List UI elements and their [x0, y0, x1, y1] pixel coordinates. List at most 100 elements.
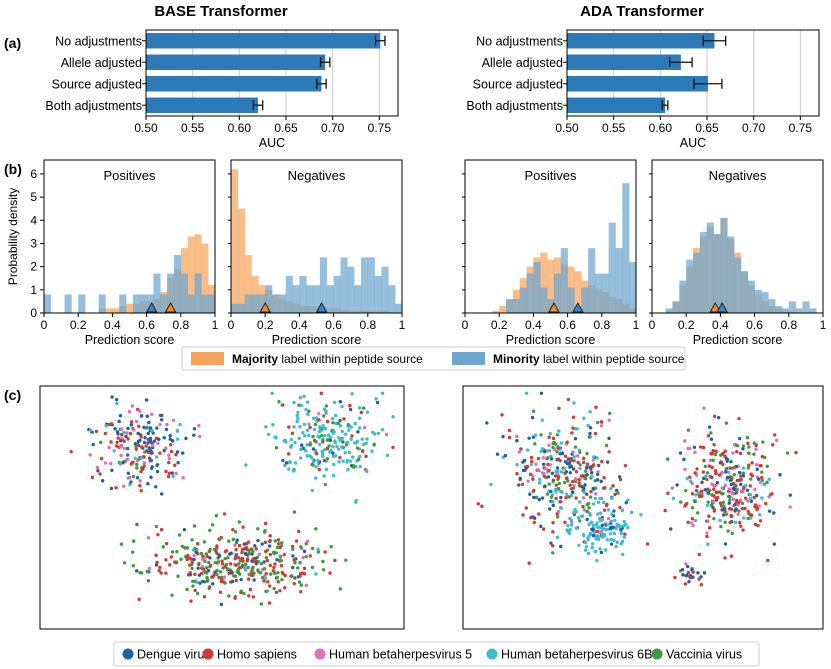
- minority-bin: [354, 285, 362, 313]
- scatter-point: [607, 418, 611, 422]
- scatter-point: [362, 426, 367, 430]
- scatter-point: [741, 489, 745, 494]
- scatter-point: [741, 471, 745, 475]
- scatter-point: [235, 538, 239, 542]
- scatter-point: [595, 529, 599, 534]
- scatter-point: [331, 420, 335, 425]
- scatter-point: [593, 431, 598, 436]
- minority-bin: [608, 222, 616, 313]
- scatter-point: [140, 466, 144, 471]
- scatter-point: [234, 553, 239, 557]
- y-axis-label: Probability density: [6, 188, 20, 285]
- scatter-point: [615, 540, 619, 544]
- scatter-point: [766, 558, 770, 563]
- scatter-point: [326, 437, 330, 442]
- scatter-point: [720, 486, 724, 490]
- scatter-point: [272, 586, 276, 591]
- scatter-point: [135, 476, 140, 480]
- scatter-point: [577, 519, 582, 523]
- scatter-point: [222, 512, 227, 516]
- scatter-point: [555, 466, 560, 470]
- scatter-point: [555, 450, 559, 454]
- scatter-point: [380, 428, 385, 432]
- scatter-point: [96, 469, 100, 473]
- scatter-point: [578, 463, 582, 467]
- scatter-point: [549, 457, 554, 461]
- scatter-point: [702, 406, 706, 410]
- scatter-point: [176, 574, 180, 578]
- scatter-point: [139, 435, 143, 439]
- scatter-point: [314, 416, 319, 420]
- scatter-point: [712, 516, 716, 521]
- scatter-point: [605, 460, 610, 464]
- minority-bin: [146, 294, 154, 313]
- scatter-point: [146, 441, 150, 445]
- scatter-point: [184, 436, 188, 441]
- scatter-point: [365, 410, 370, 414]
- scatter-point: [312, 438, 317, 443]
- scatter-point: [118, 462, 123, 466]
- scatter-point: [596, 512, 600, 516]
- scatter-point: [545, 456, 550, 460]
- scatter-point: [588, 435, 592, 439]
- scatter-point: [231, 574, 236, 578]
- scatter-point: [623, 463, 628, 468]
- scatter-point: [615, 525, 619, 529]
- scatter-point: [215, 572, 219, 577]
- x-axis-label: Prediction score: [693, 333, 783, 347]
- scatter-point: [279, 564, 284, 568]
- scatter-point: [223, 556, 227, 561]
- scatter-point: [537, 512, 541, 516]
- scatter-point: [542, 474, 546, 478]
- scatter-point: [601, 527, 605, 531]
- chart-b-base-positives-histogram: Positives 0 0.2 0.4 0.6 0.8 1 Prediction score 0…: [6, 159, 219, 347]
- scatter-point: [564, 476, 569, 481]
- minority-bin: [231, 303, 239, 313]
- scatter-point: [527, 561, 531, 565]
- panel-letter-c: (c): [4, 387, 21, 403]
- minority-bin: [194, 273, 202, 313]
- scatter-point: [275, 545, 280, 550]
- scatter-point: [144, 444, 148, 448]
- scatter-point: [750, 461, 754, 465]
- scatter-point: [314, 451, 318, 455]
- minority-bin: [622, 183, 630, 313]
- bar: [567, 76, 708, 92]
- x-tick-label: 0: [649, 318, 656, 332]
- scatter-point: [688, 479, 693, 483]
- scatter-point: [226, 567, 230, 571]
- scatter-point: [328, 571, 332, 575]
- minority-bin: [119, 294, 127, 313]
- scatter-point: [588, 465, 593, 469]
- legend-b-majority-rest: label within peptide source: [278, 352, 423, 366]
- scatter-point: [682, 457, 686, 462]
- scatter-point: [307, 422, 311, 426]
- scatter-point: [306, 412, 310, 417]
- scatter-point: [529, 459, 534, 464]
- scatter-point: [344, 558, 348, 562]
- scatter-point: [579, 474, 584, 478]
- scatter-point: [534, 462, 538, 466]
- scatter-point: [302, 566, 307, 571]
- scatter-point: [348, 459, 353, 463]
- axes-frame: [145, 29, 399, 117]
- scatter-point: [485, 421, 489, 425]
- panel-letter-a: (a): [4, 35, 21, 51]
- majority-mean-marker: [259, 301, 272, 313]
- x-tick-label: 0.8: [172, 318, 189, 332]
- category-label: Allele adjusted: [482, 56, 563, 70]
- majority-bin: [237, 208, 245, 313]
- scatter-point: [724, 421, 729, 425]
- scatter-point: [547, 468, 551, 472]
- scatter-point: [127, 410, 132, 414]
- scatter-point: [692, 499, 697, 503]
- scatter-point: [500, 413, 504, 417]
- scatter-point: [571, 415, 576, 419]
- scatter-point: [271, 422, 275, 427]
- scatter-point: [760, 475, 764, 480]
- scatter-point: [293, 576, 297, 580]
- scatter-point: [158, 451, 162, 455]
- scatter-point: [699, 575, 703, 579]
- scatter-point: [573, 477, 577, 481]
- scatter-point: [91, 442, 95, 447]
